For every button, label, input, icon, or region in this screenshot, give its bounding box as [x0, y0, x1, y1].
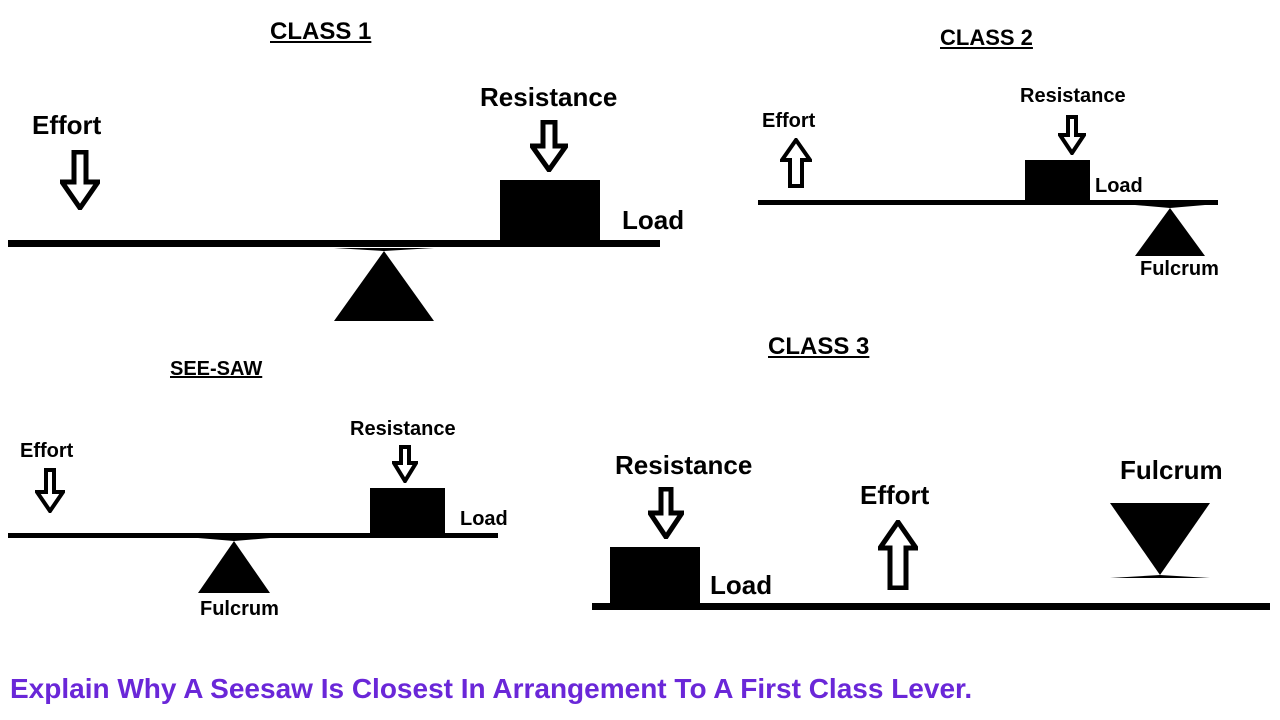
class1-load-label: Load	[622, 205, 684, 236]
class3-title: CLASS 3	[768, 333, 869, 361]
class3-effort-label: Effort	[860, 480, 929, 511]
class2-fulcrum-icon	[1135, 205, 1205, 256]
class2-title: CLASS 2	[940, 25, 1033, 51]
seesaw-load-block	[370, 488, 445, 533]
class3-resistance-arrow-icon	[648, 487, 684, 539]
class1-load-block	[500, 180, 600, 240]
seesaw-effort-arrow-icon	[35, 468, 65, 513]
seesaw-resistance-arrow-icon	[392, 445, 418, 483]
seesaw-fulcrum-icon	[198, 538, 270, 593]
class3-diagram: CLASS 3 Resistance Effort Fulcrum Load	[590, 325, 1270, 645]
class2-load-block	[1025, 160, 1090, 200]
class2-load-label: Load	[1095, 175, 1143, 198]
seesaw-resistance-label: Resistance	[350, 418, 456, 441]
class3-fulcrum-icon	[1110, 503, 1210, 578]
caption-text: Explain Why A Seesaw Is Closest In Arran…	[10, 673, 972, 705]
seesaw-effort-label: Effort	[20, 440, 73, 463]
seesaw-title: SEE-SAW	[170, 358, 262, 381]
class2-effort-label: Effort	[762, 110, 815, 133]
class3-resistance-label: Resistance	[615, 450, 752, 481]
class3-load-label: Load	[710, 570, 772, 601]
class2-fulcrum-label: Fulcrum	[1140, 258, 1219, 281]
class3-beam	[592, 603, 1270, 610]
class2-resistance-arrow-icon	[1058, 115, 1086, 155]
class1-fulcrum-icon	[334, 248, 434, 321]
seesaw-load-label: Load	[460, 508, 508, 531]
class1-effort-label: Effort	[32, 110, 101, 141]
class2-resistance-label: Resistance	[1020, 85, 1126, 108]
class3-effort-arrow-icon	[878, 520, 918, 590]
class1-resistance-label: Resistance	[480, 82, 617, 113]
class1-diagram: CLASS 1 Effort Resistance Load	[0, 0, 680, 340]
class3-load-block	[610, 547, 700, 603]
class1-beam	[8, 240, 660, 247]
class1-effort-arrow-icon	[60, 150, 100, 210]
seesaw-diagram: SEE-SAW Effort Resistance Load Fulcrum	[0, 350, 510, 650]
class2-diagram: CLASS 2 Effort Resistance Load Fulcrum	[740, 0, 1270, 300]
class2-effort-arrow-icon	[780, 138, 812, 188]
class1-resistance-arrow-icon	[530, 120, 568, 172]
seesaw-fulcrum-label: Fulcrum	[200, 598, 279, 621]
class1-title: CLASS 1	[270, 18, 371, 46]
class3-fulcrum-label: Fulcrum	[1120, 455, 1223, 486]
